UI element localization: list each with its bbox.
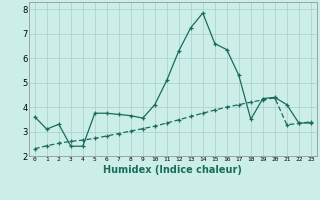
X-axis label: Humidex (Indice chaleur): Humidex (Indice chaleur) [103,165,242,175]
